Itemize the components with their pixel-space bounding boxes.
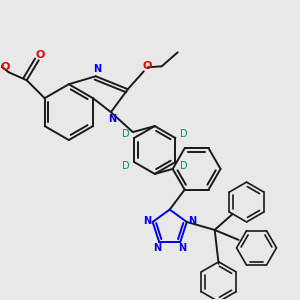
Text: D: D [122,161,130,171]
Text: O: O [0,62,10,72]
Text: D: D [122,129,130,139]
Text: N: N [93,64,101,74]
Text: D: D [180,161,187,171]
Text: O: O [142,61,152,71]
Text: N: N [153,243,161,253]
Text: N: N [178,243,186,253]
Text: N: N [188,216,196,226]
Text: O: O [36,50,45,60]
Text: N: N [144,216,152,226]
Text: D: D [180,129,187,139]
Text: N: N [108,114,116,124]
